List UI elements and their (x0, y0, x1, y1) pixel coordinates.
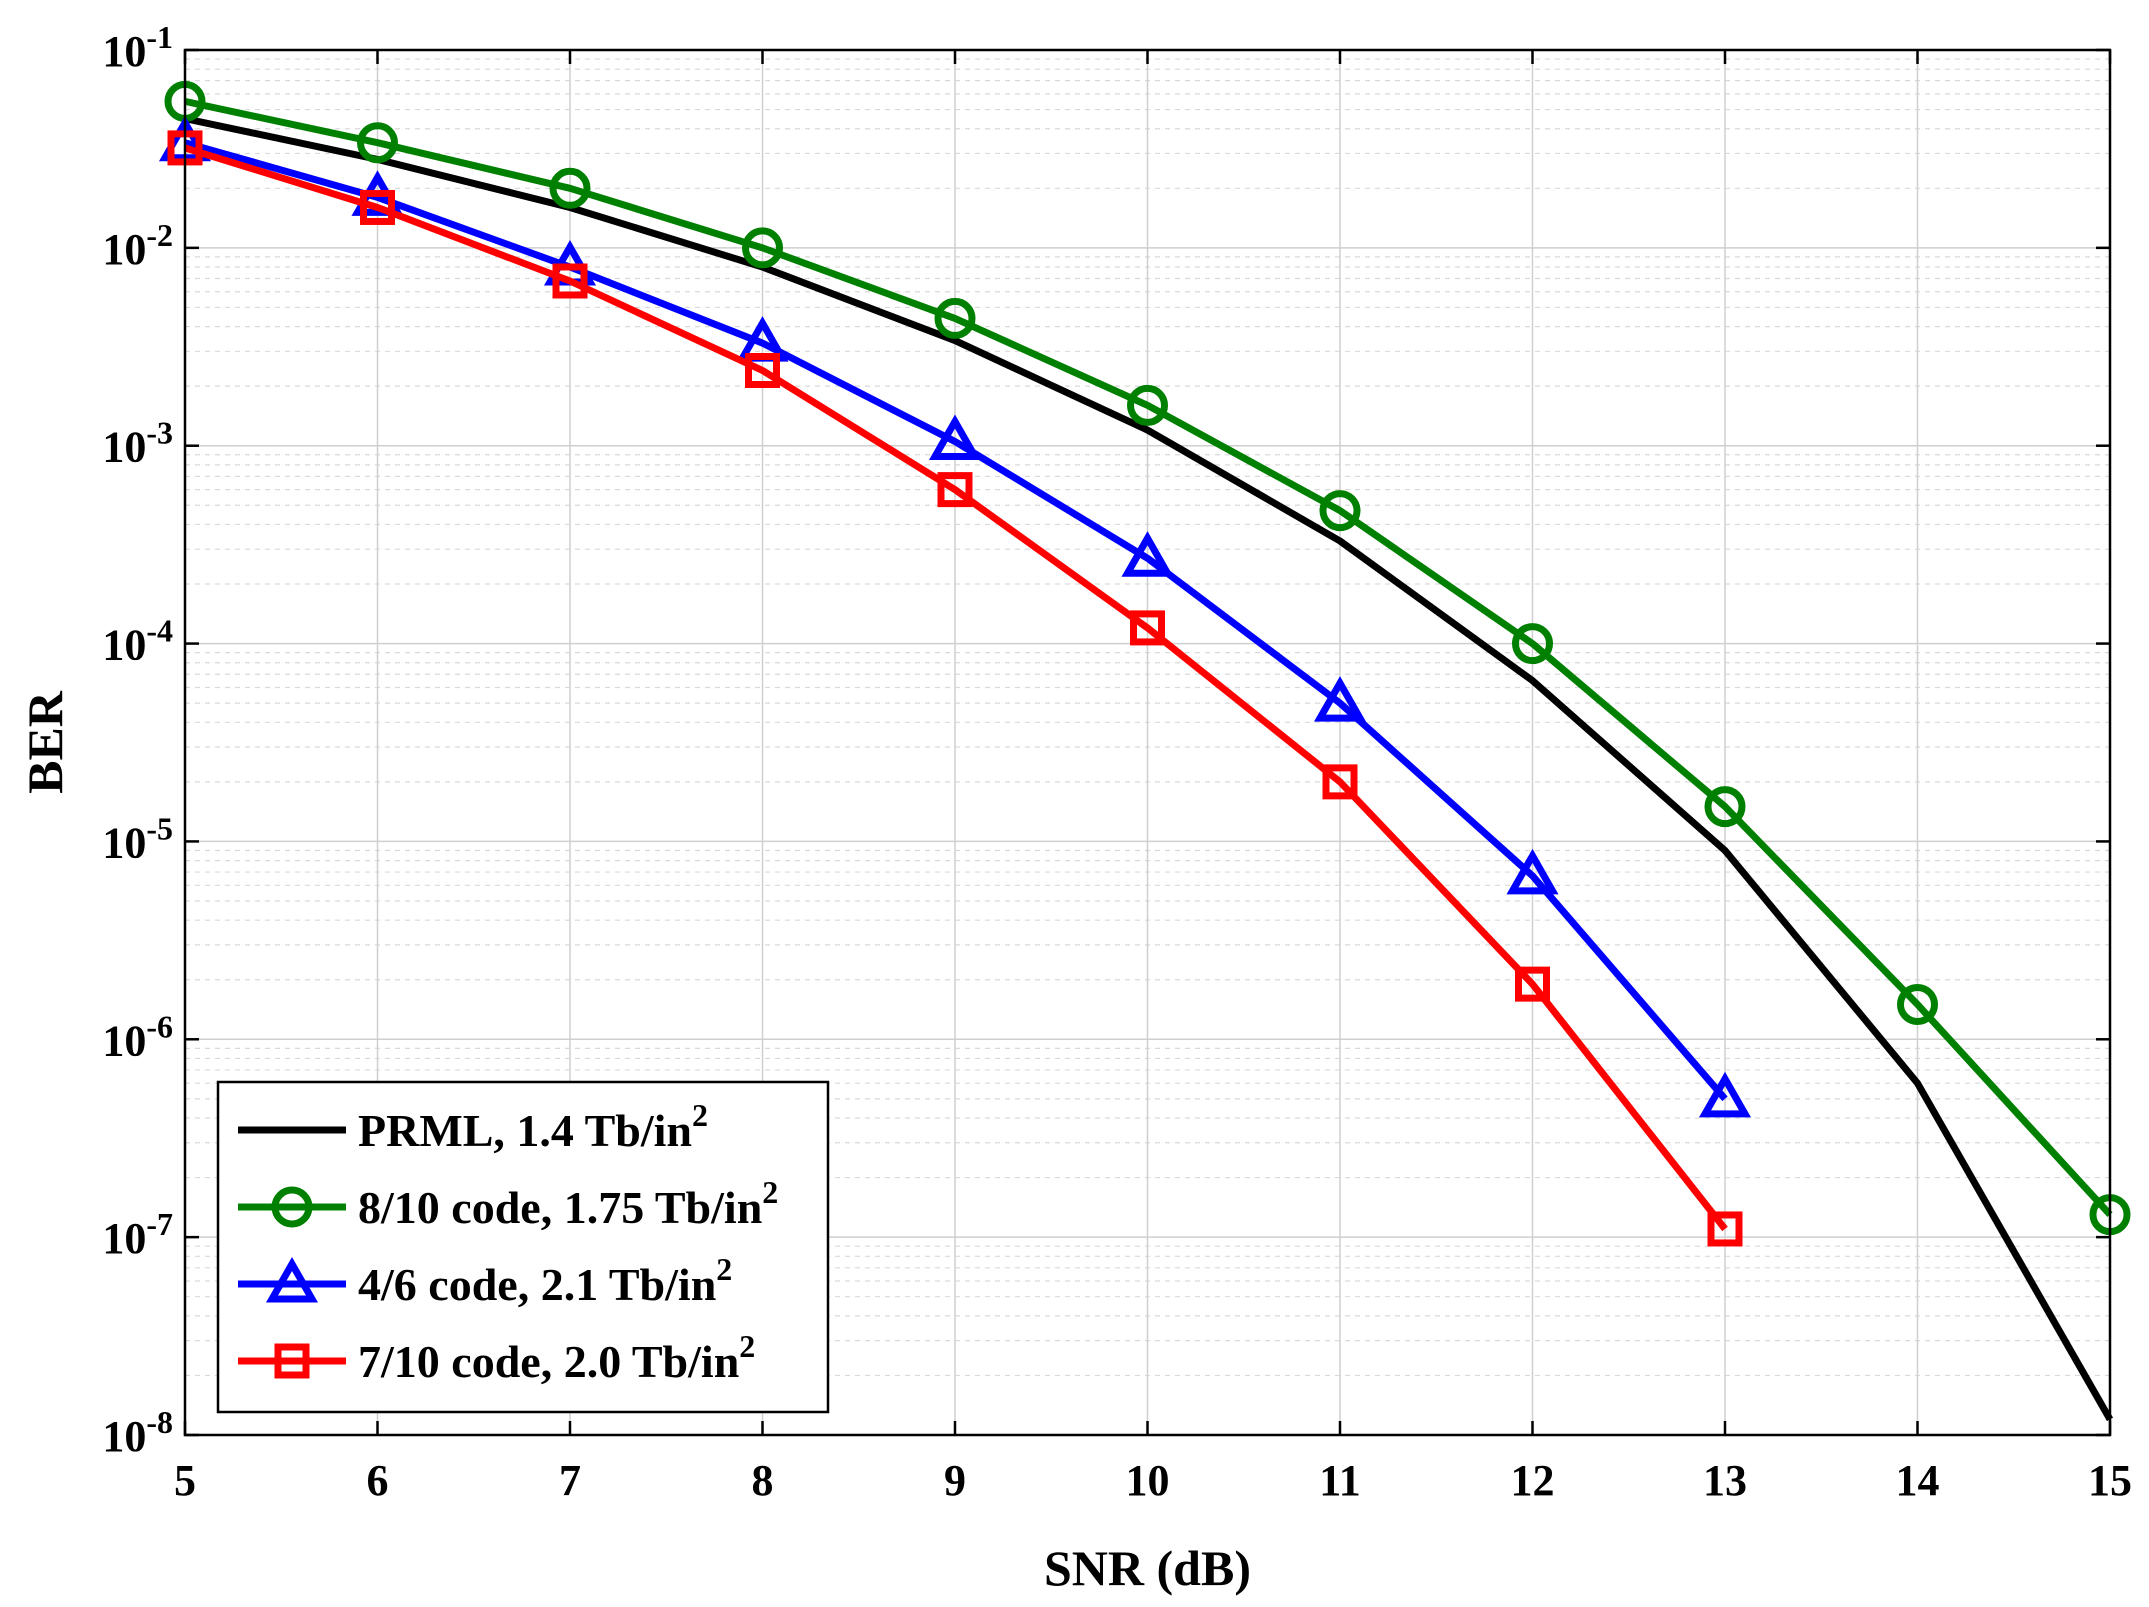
legend-label: 4/6 code, 2.1 Tb/in2 (358, 1251, 732, 1310)
x-tick-label: 10 (1126, 1456, 1170, 1505)
circle-marker (1704, 786, 1746, 828)
ticks (183, 48, 2112, 1437)
y-tick-label: 10-6 (102, 1008, 173, 1065)
y-tick-label: 10-3 (102, 415, 173, 472)
x-tick-label: 5 (174, 1456, 196, 1505)
square-marker (552, 263, 588, 299)
legend-entry-1: 8/10 code, 1.75 Tb/in2 (238, 1174, 778, 1233)
y-tick-label: 10-7 (102, 1206, 173, 1263)
circle-marker (1897, 983, 1938, 1025)
y-tick-label: 10-4 (102, 613, 173, 670)
series-0 (184, 115, 2114, 1422)
x-tick-label: 9 (944, 1456, 966, 1505)
y-tick-label: 10-1 (102, 19, 173, 76)
legend-entry-3: 7/10 code, 2.0 Tb/in2 (238, 1328, 755, 1387)
series-line (184, 97, 2113, 1217)
y-tick-label: 10-2 (102, 217, 173, 274)
series-line (183, 144, 1728, 1232)
series-group (158, 80, 2131, 1422)
y-axis-label: BER (17, 690, 73, 794)
y-tick-label: 10-5 (102, 810, 173, 867)
x-tick-label: 7 (559, 1456, 581, 1505)
circle-marker (742, 227, 783, 269)
triangle-marker (1313, 676, 1367, 722)
legend-entry-0: PRML, 1.4 Tb/in2 (238, 1097, 708, 1156)
x-tick-label: 8 (752, 1456, 774, 1505)
legend-label: 8/10 code, 1.75 Tb/in2 (358, 1174, 778, 1233)
series-1 (164, 80, 2131, 1236)
x-tick-label: 14 (1896, 1456, 1940, 1505)
triangle-marker (1506, 848, 1559, 895)
legend-label: PRML, 1.4 Tb/in2 (358, 1097, 708, 1156)
series-line (184, 115, 2114, 1422)
circle-marker (271, 1186, 313, 1228)
square-marker (1130, 610, 1165, 646)
x-tick-label: 13 (1703, 1456, 1747, 1505)
triangle-marker (1698, 1071, 1752, 1118)
triangle-marker (1121, 531, 1174, 577)
square-marker (360, 189, 395, 225)
square-marker (1515, 966, 1550, 1002)
legend-entry-2: 4/6 code, 2.1 Tb/in2 (238, 1251, 732, 1310)
square-marker (1707, 1211, 1743, 1247)
legend: PRML, 1.4 Tb/in2 8/10 code, 1.75 Tb/in2 4/… (216, 1080, 830, 1414)
x-tick-label: 6 (367, 1456, 389, 1505)
x-axis-label: SNR (dB) (1044, 1540, 1251, 1596)
triangle-marker (265, 1256, 319, 1303)
circle-marker (1127, 384, 1168, 426)
square-marker (937, 472, 973, 508)
square-marker (274, 1343, 310, 1379)
circle-marker (1319, 490, 1361, 532)
circle-marker (549, 167, 591, 209)
legend-label: 7/10 code, 2.0 Tb/in2 (358, 1328, 755, 1387)
y-tick-label: 10-8 (102, 1404, 173, 1461)
series-line (184, 139, 1728, 1102)
legend-box (216, 1080, 830, 1414)
x-tick-label: 11 (1319, 1456, 1361, 1505)
series-3 (167, 130, 1743, 1247)
square-marker (745, 352, 780, 388)
circle-marker (934, 297, 976, 339)
x-tick-labels: 5 6 7 8 9 10 11 12 13 14 15 (174, 1456, 2132, 1505)
x-tick-label: 12 (1511, 1456, 1555, 1505)
circle-marker (357, 122, 398, 164)
square-marker (1322, 764, 1358, 800)
circle-marker (1512, 623, 1553, 665)
triangle-marker (928, 414, 982, 461)
x-tick-label: 15 (2088, 1456, 2132, 1505)
y-tick-labels: 10-1 10-2 10-3 10-4 10-5 10-6 10-7 10-8 (102, 19, 173, 1461)
